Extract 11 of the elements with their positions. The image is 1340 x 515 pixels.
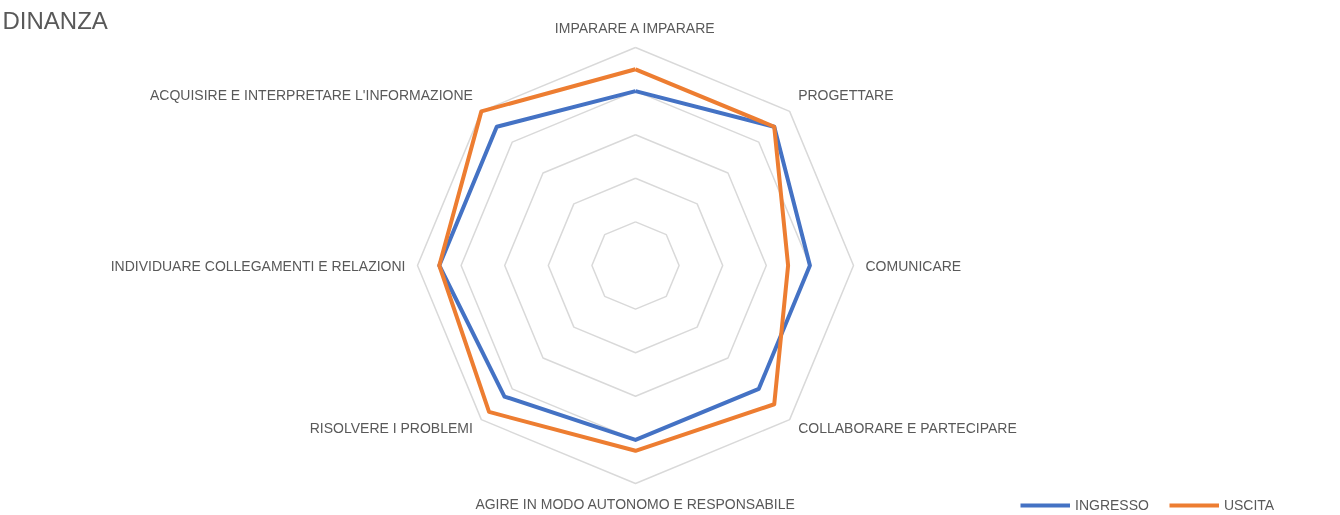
legend-label: INGRESSO <box>1075 497 1149 513</box>
spoke-label: INDIVIDUARE COLLEGAMENTI E RELAZIONI <box>110 257 406 274</box>
spoke-label: COMUNICARE <box>865 257 962 274</box>
spoke-label: AGIRE IN MODO AUTONOMO E RESPONSABILE <box>475 495 795 512</box>
spoke-label: IMPARARE A IMPARARE <box>554 19 715 36</box>
chart-title: DINANZA <box>2 7 108 34</box>
spoke-label: RISOLVERE I PROBLEMI <box>309 420 473 437</box>
spoke-label: COLLABORARE E PARTECIPARE <box>798 420 1017 437</box>
spoke-label: ACQUISIRE E INTERPRETARE L'INFORMAZIONE <box>149 86 473 103</box>
legend-label: USCITA <box>1223 497 1275 513</box>
spoke-label: PROGETTARE <box>798 86 894 103</box>
